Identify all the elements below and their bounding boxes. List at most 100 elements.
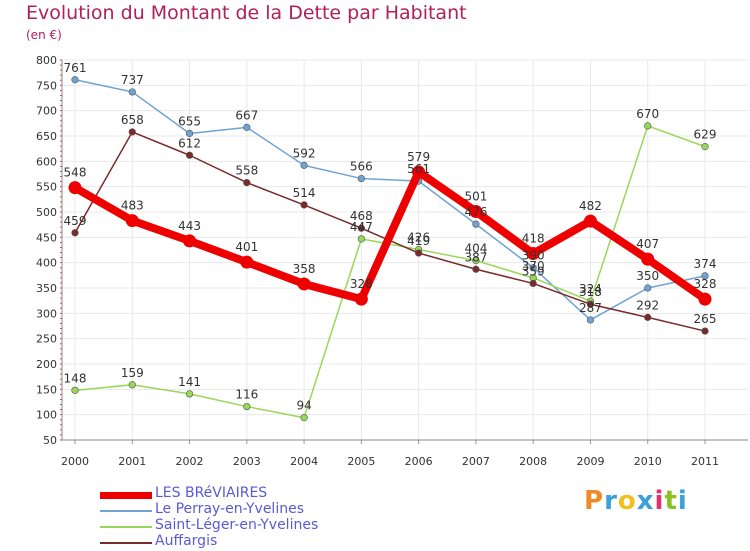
y-tick-label: 100 <box>36 409 57 422</box>
y-tick-label: 50 <box>43 434 57 447</box>
legend-label: LES BRéVIAIRES <box>155 485 268 501</box>
data-label-saint-leger-en-yvelines: 324 <box>579 282 602 296</box>
y-tick-label: 350 <box>36 282 57 295</box>
data-point-les-breviaires <box>354 292 368 306</box>
y-tick-label: 150 <box>36 383 57 396</box>
x-tick-label: 2002 <box>176 455 204 468</box>
data-label-le-perray-en-yvelines: 350 <box>636 269 659 283</box>
chart-subtitle: (en €) <box>26 28 62 42</box>
data-label-saint-leger-en-yvelines: 404 <box>464 242 487 256</box>
data-label-auffargis: 468 <box>350 209 373 223</box>
data-point-le-perray-en-yvelines <box>128 88 136 96</box>
data-label-le-perray-en-yvelines: 566 <box>350 160 373 174</box>
data-label-le-perray-en-yvelines: 374 <box>694 257 717 271</box>
data-label-le-perray-en-yvelines: 561 <box>407 162 430 176</box>
brand-letter: x <box>636 486 655 516</box>
data-label-les-breviaires: 358 <box>293 262 316 276</box>
legend-swatch <box>100 491 152 499</box>
y-tick-label: 550 <box>36 181 57 194</box>
x-tick-label: 2008 <box>519 455 547 468</box>
data-label-saint-leger-en-yvelines: 141 <box>178 375 201 389</box>
data-point-le-perray-en-yvelines <box>472 220 480 228</box>
data-point-les-breviaires <box>469 204 483 218</box>
data-label-auffargis: 419 <box>407 234 430 248</box>
data-label-les-breviaires: 328 <box>350 277 373 291</box>
y-tick-label: 500 <box>36 206 57 219</box>
data-label-saint-leger-en-yvelines: 116 <box>235 388 258 402</box>
y-tick-label: 250 <box>36 333 57 346</box>
y-tick-label: 600 <box>36 155 57 168</box>
data-label-auffargis: 265 <box>694 312 717 326</box>
data-label-les-breviaires: 579 <box>407 150 430 164</box>
x-tick-label: 2006 <box>405 455 433 468</box>
data-label-auffargis: 387 <box>464 250 487 264</box>
data-label-les-breviaires: 548 <box>64 166 87 180</box>
x-tick-label: 2005 <box>347 455 375 468</box>
data-label-les-breviaires: 401 <box>235 240 258 254</box>
data-point-saint-leger-en-yvelines <box>185 390 194 398</box>
legend-label: Le Perray-en-Yvelines <box>155 501 304 517</box>
data-point-saint-leger-en-yvelines <box>644 122 652 130</box>
brand-letter: i <box>677 486 688 516</box>
data-label-les-breviaires: 328 <box>694 277 717 291</box>
data-point-le-perray-en-yvelines <box>701 272 709 280</box>
data-label-auffargis: 612 <box>178 136 201 150</box>
data-label-auffargis: 292 <box>636 298 659 312</box>
data-label-auffargis: 514 <box>293 186 316 200</box>
data-label-auffargis: 459 <box>64 214 87 228</box>
brand-letter: P <box>584 486 605 516</box>
data-point-auffargis <box>357 224 365 232</box>
data-point-les-breviaires <box>125 214 139 228</box>
series-line-les-breviaires <box>71 167 709 304</box>
data-label-saint-leger-en-yvelines: 426 <box>407 230 430 244</box>
data-label-le-perray-en-yvelines: 476 <box>464 205 487 219</box>
y-tick-label: 650 <box>36 130 57 143</box>
data-label-les-breviaires: 501 <box>464 189 487 203</box>
x-tick-label: 2003 <box>233 455 261 468</box>
data-label-saint-leger-en-yvelines: 370 <box>522 259 545 273</box>
brand-letter: r <box>604 486 618 516</box>
data-point-le-perray-en-yvelines <box>71 76 79 84</box>
data-point-saint-leger-en-yvelines <box>243 402 251 411</box>
data-label-les-breviaires: 483 <box>121 199 144 213</box>
data-label-le-perray-en-yvelines: 655 <box>178 114 201 128</box>
data-point-les-breviaires <box>583 214 597 228</box>
data-label-saint-leger-en-yvelines: 94 <box>296 399 311 413</box>
data-label-saint-leger-en-yvelines: 670 <box>636 107 659 121</box>
data-point-les-breviaires <box>641 252 655 266</box>
data-label-auffargis: 359 <box>522 264 545 278</box>
x-tick-label: 2011 <box>691 455 719 468</box>
data-point-le-perray-en-yvelines <box>529 264 537 272</box>
data-label-le-perray-en-yvelines: 737 <box>121 73 144 87</box>
data-label-auffargis: 318 <box>579 285 602 299</box>
data-point-les-breviaires <box>297 277 311 291</box>
y-tick-label: 750 <box>36 79 57 92</box>
data-label-les-breviaires: 418 <box>522 232 545 246</box>
data-label-saint-leger-en-yvelines: 629 <box>694 128 717 142</box>
y-tick-label: 700 <box>36 105 57 118</box>
legend-swatch <box>100 510 152 512</box>
data-point-saint-leger-en-yvelines <box>128 381 136 389</box>
y-tick-label: 450 <box>36 231 57 244</box>
x-tick-label: 2007 <box>462 455 490 468</box>
x-tick-label: 2001 <box>118 455 146 468</box>
data-point-auffargis <box>701 327 709 335</box>
data-label-saint-leger-en-yvelines: 447 <box>350 220 373 234</box>
data-point-les-breviaires <box>68 181 82 195</box>
data-label-le-perray-en-yvelines: 761 <box>64 61 87 75</box>
proxiti-logo: Proxiti <box>584 486 688 516</box>
data-label-saint-leger-en-yvelines: 159 <box>121 366 144 380</box>
data-point-le-perray-en-yvelines <box>185 129 194 138</box>
data-point-le-perray-en-yvelines <box>357 174 365 183</box>
y-tick-label: 400 <box>36 257 57 270</box>
series-line-le-perray-en-yvelines <box>74 79 706 321</box>
data-point-saint-leger-en-yvelines <box>300 414 308 422</box>
data-label-le-perray-en-yvelines: 667 <box>235 108 258 122</box>
data-label-auffargis: 558 <box>235 164 258 178</box>
legend-swatch <box>100 526 152 528</box>
data-point-saint-leger-en-yvelines <box>71 386 79 394</box>
chart-title: Evolution du Montant de la Dette par Hab… <box>26 2 467 24</box>
y-tick-label: 300 <box>36 307 57 320</box>
